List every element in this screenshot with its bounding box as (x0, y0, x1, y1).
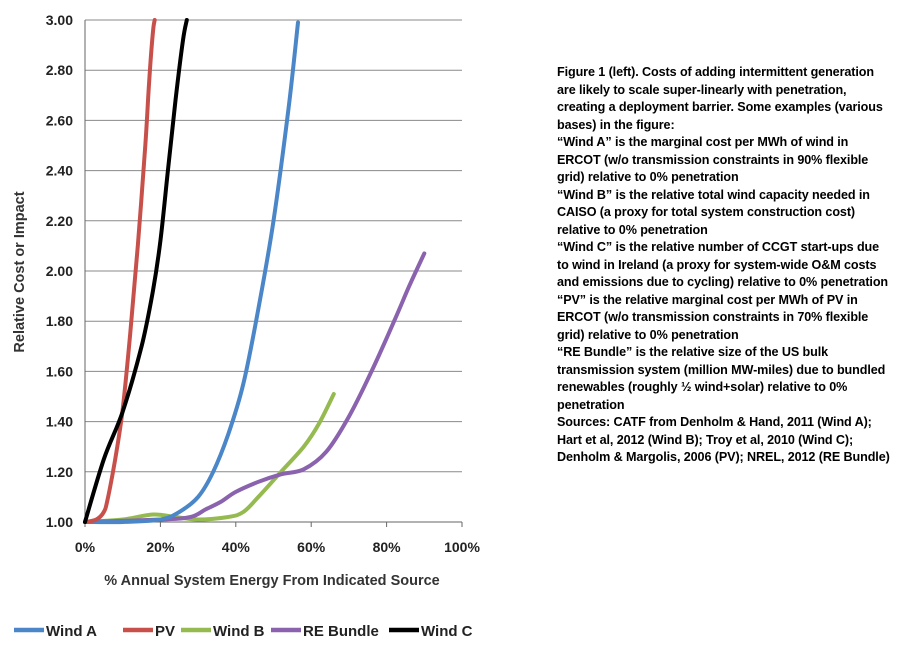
x-tick-label: 40% (222, 539, 251, 555)
legend-label-pv: PV (155, 623, 175, 640)
caption-wind-b: “Wind B” is the relative total wind capa… (557, 187, 870, 237)
figure-caption: Figure 1 (left). Costs of adding intermi… (557, 64, 892, 467)
y-axis-label: Relative Cost or Impact (12, 191, 28, 352)
series-line-pv (83, 18, 157, 524)
y-tick-label: 1.80 (46, 313, 73, 329)
legend-label-wind-a: Wind A (46, 623, 97, 640)
y-tick-label: 2.20 (46, 213, 73, 229)
caption-wind-a: “Wind A” is the marginal cost per MWh of… (557, 135, 869, 184)
legend-label-wind-c: Wind C (421, 623, 473, 640)
series-line-wind-a (83, 20, 300, 525)
caption-wind-c: “Wind C” is the relative number of CCGT … (557, 240, 889, 289)
caption-sources: Sources: CATF from Denholm & Hand, 2011 … (557, 415, 890, 464)
x-tick-label: 20% (146, 539, 175, 555)
x-tick-label: 0% (75, 539, 96, 555)
legend-label-wind-b: Wind B (213, 623, 265, 640)
series-line-re-bundle (83, 251, 427, 524)
series-lines (83, 18, 427, 525)
x-tick-label: 100% (444, 539, 480, 555)
y-tick-label: 1.20 (46, 464, 73, 480)
caption-pv: “PV” is the relative marginal cost per M… (557, 292, 869, 342)
y-tick-label: 2.00 (46, 263, 73, 279)
y-tick-label: 1.00 (46, 514, 73, 530)
y-tick-labels: 1.00 1.20 1.40 1.60 1.80 2.00 2.20 2.40 2.60 2.80… (46, 12, 73, 530)
x-tick-label: 80% (373, 539, 402, 555)
legend: Wind A PV Wind B RE Bundle Wind C (14, 623, 473, 640)
caption-re-bundle: “RE Bundle” is the relative size of the … (557, 345, 886, 412)
y-tick-label: 1.40 (46, 414, 73, 430)
axes (84, 20, 463, 527)
y-tick-label: 2.60 (46, 112, 73, 128)
x-axis-label: % Annual System Energy From Indicated So… (104, 573, 439, 589)
y-tick-label: 3.00 (46, 12, 73, 28)
x-tick-label: 60% (297, 539, 326, 555)
series-line-wind-c (83, 18, 189, 524)
y-tick-label: 1.60 (46, 363, 73, 379)
gridlines (85, 19, 462, 473)
y-tick-label: 2.40 (46, 163, 73, 179)
legend-label-re-bundle: RE Bundle (303, 623, 379, 640)
line-chart: 1.00 1.20 1.40 1.60 1.80 2.00 2.20 2.40 2.60 2.80… (12, 12, 481, 640)
y-tick-label: 2.80 (46, 62, 73, 78)
caption-intro: Figure 1 (left). Costs of adding intermi… (557, 65, 883, 132)
x-tick-labels: 0% 20% 40% 60% 80% 100% (75, 539, 481, 555)
series-line-wind-b (83, 392, 336, 524)
